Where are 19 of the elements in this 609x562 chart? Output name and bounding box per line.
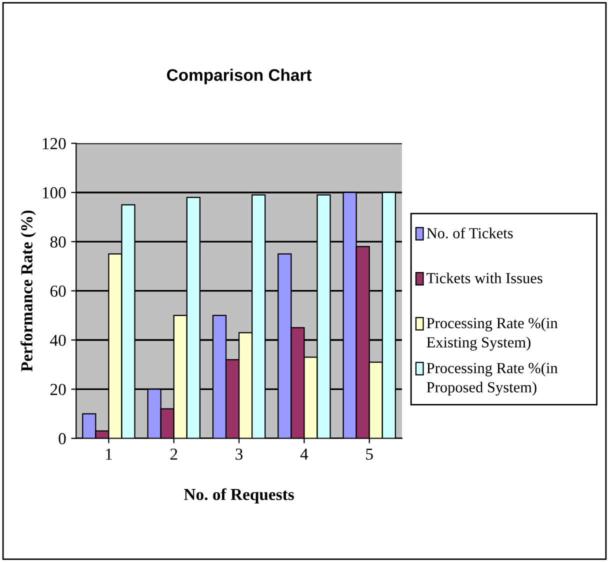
legend-label: Processing Rate %(in Proposed System) <box>426 362 558 396</box>
legend-label: Tickets with Issues <box>426 272 542 284</box>
y-tick-label: 60 <box>50 286 66 297</box>
x-tick-label: 2 <box>170 448 178 460</box>
legend-label: Processing Rate %(in Existing System) <box>426 318 558 351</box>
legend-label: No. of Tickets <box>426 227 513 238</box>
x-tick-label: 4 <box>300 448 308 460</box>
y-tick-label: 100 <box>42 187 66 198</box>
y-tick-label: 120 <box>42 138 66 150</box>
y-tick-label: 80 <box>50 236 66 248</box>
y-tick-label: 20 <box>50 384 66 396</box>
y-axis-title: Performance Rate (%) <box>20 210 36 372</box>
x-tick-label: 5 <box>366 448 373 460</box>
x-axis-title: No. of Requests <box>184 488 294 504</box>
y-tick-label: 40 <box>50 334 66 346</box>
x-tick-label: 3 <box>236 448 243 460</box>
chart-title: Comparison Chart <box>167 68 312 84</box>
y-tick-label: 0 <box>58 433 66 444</box>
x-tick-label: 1 <box>106 448 112 460</box>
